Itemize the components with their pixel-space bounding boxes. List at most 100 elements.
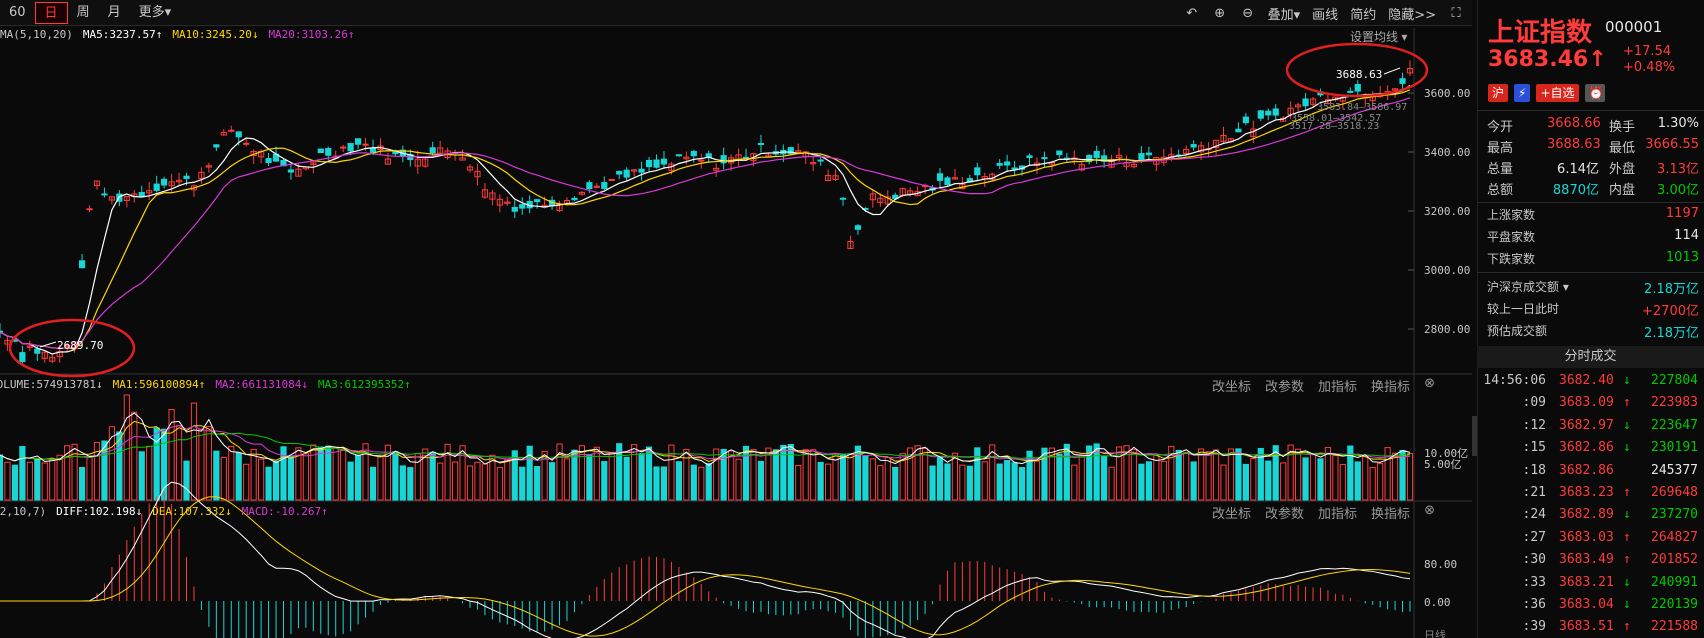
volume-bar: [1145, 461, 1152, 501]
tick-volume: 237270: [1651, 507, 1698, 523]
candle-body: [586, 182, 593, 190]
volume-bar: [332, 447, 339, 501]
breadth-row: 平盘家数 114: [1487, 228, 1699, 244]
volume-bar: [1317, 458, 1324, 501]
volume-bar: [869, 458, 876, 501]
dea-value: DEA:107.332↓: [152, 505, 232, 518]
add-watchlist-button[interactable]: +自选: [1536, 84, 1579, 102]
volume-bar: [638, 453, 645, 501]
candle-body: [205, 165, 212, 168]
low-highlight-ring: [8, 318, 136, 378]
tick-dir: ↓: [1623, 574, 1631, 590]
candle-body: [1212, 139, 1220, 149]
candle-body: [1183, 148, 1190, 155]
tick-price: 3682.40: [1559, 373, 1614, 388]
candle-body: [1078, 164, 1085, 171]
tick-price: 3683.09: [1559, 395, 1614, 411]
tick-volume: 240991: [1651, 574, 1698, 590]
candle-body: [623, 169, 630, 178]
volume-bar: [1071, 464, 1078, 501]
simple-mode-button[interactable]: 简约: [1350, 7, 1377, 23]
volume-bar: [1294, 448, 1302, 501]
change-axis-button[interactable]: 改坐标: [1212, 507, 1252, 522]
ma-settings-button[interactable]: 设置均线 ▾: [1350, 30, 1408, 44]
volume-bar: [892, 466, 899, 501]
switch-indicator-button[interactable]: 换指标: [1371, 380, 1411, 395]
volume-ma-line: [0, 420, 1411, 464]
tick-dir: ↓: [1623, 597, 1631, 612]
candle-body: [1056, 150, 1063, 156]
volume-bar: [623, 456, 630, 501]
candle-body: [638, 168, 645, 173]
tick-volume: 264827: [1651, 529, 1698, 545]
candle-body: [616, 170, 623, 175]
volume-bar: [683, 448, 690, 501]
volume-bar: [660, 466, 668, 501]
close-icon[interactable]: ⊗: [1424, 376, 1435, 391]
volume-bar: [78, 467, 86, 501]
tab-day[interactable]: 日: [34, 2, 68, 24]
undo-icon[interactable]: ↶: [1186, 5, 1198, 21]
tab-month[interactable]: 月: [107, 5, 121, 20]
candle-body: [108, 196, 116, 201]
change-params-button[interactable]: 改参数: [1265, 380, 1305, 395]
volume-bar: [183, 460, 190, 501]
volume-bar: [981, 461, 988, 501]
close-icon[interactable]: ⊗: [1424, 503, 1435, 518]
sidebar-collapse-handle[interactable]: [1472, 416, 1477, 456]
candle-body: [645, 159, 653, 168]
turnover-row[interactable]: 沪深京成交额 ▾ 2.18万亿: [1487, 280, 1699, 297]
zoom-in-icon[interactable]: ⊕: [1214, 5, 1226, 21]
volume-bar: [481, 463, 489, 501]
ma20-value: MA20:3103.26↑: [268, 28, 355, 41]
alert-bell-icon[interactable]: ⏰: [1584, 84, 1605, 102]
candle-body: [534, 199, 541, 203]
volume-bar: [392, 451, 399, 501]
change-params-button[interactable]: 改参数: [1265, 507, 1305, 522]
tab-week[interactable]: 周: [76, 5, 90, 20]
candle-body: [86, 208, 93, 211]
tick-dir: ↓: [1623, 373, 1631, 388]
volume-bar: [556, 443, 563, 501]
ma-legend: MA(5,10,20) MA5:3237.57↑ MA10:3245.20↓ M…: [0, 28, 355, 44]
period-toolbar: 60 日 周 月 更多▾ ↶ ⊕ ⊖ 叠加▾ 画线 简约 隐藏>> ⛶: [0, 0, 1472, 26]
volume-bar: [765, 447, 772, 501]
volume-bar: [198, 428, 205, 501]
volume-bar: [1391, 452, 1399, 501]
macd-params: MACD(12,10,7): [0, 505, 47, 518]
macd-value: MACD:-10.267↑: [241, 505, 328, 518]
candle-body: [481, 189, 489, 198]
tab-more[interactable]: 更多▾: [138, 5, 172, 20]
candle-body: [1399, 78, 1406, 84]
tick-volume: 269648: [1651, 485, 1698, 500]
tab-60min[interactable]: 60: [9, 5, 26, 20]
candle-body: [847, 241, 854, 249]
volume-bar: [616, 443, 623, 501]
volume-bar: [354, 454, 362, 501]
switch-indicator-button[interactable]: 换指标: [1371, 507, 1411, 522]
change-axis-button[interactable]: 改坐标: [1212, 380, 1252, 395]
tick-row: :27 3683.03 ↑ 264827: [1477, 526, 1704, 550]
fullscreen-icon[interactable]: ⛶: [1451, 5, 1461, 21]
volume-bar: [1309, 454, 1317, 501]
candle-body: [1011, 167, 1018, 170]
tick-volume: 220139: [1651, 597, 1698, 612]
tick-price: 3682.97: [1559, 417, 1614, 433]
kline-chart[interactable]: [0, 0, 1472, 638]
zoom-out-icon[interactable]: ⊖: [1242, 5, 1254, 21]
candle-body: [1302, 98, 1309, 107]
add-indicator-button[interactable]: 加指标: [1318, 380, 1358, 395]
add-indicator-button[interactable]: 加指标: [1318, 507, 1358, 522]
volume-ma-line: [0, 425, 1411, 462]
volume-bar: [474, 461, 481, 501]
volume-bar: [1250, 457, 1257, 501]
hide-panel-button[interactable]: 隐藏>>: [1388, 7, 1436, 23]
flash-icon[interactable]: ⚡: [1514, 84, 1531, 102]
volume-bar: [429, 451, 436, 501]
overlay-menu[interactable]: 叠加▾: [1267, 7, 1301, 23]
volume-bar: [1026, 450, 1033, 501]
candle-body: [951, 177, 959, 180]
candle-body: [414, 158, 421, 167]
volume-bar: [123, 394, 130, 501]
draw-line-button[interactable]: 画线: [1312, 7, 1339, 23]
